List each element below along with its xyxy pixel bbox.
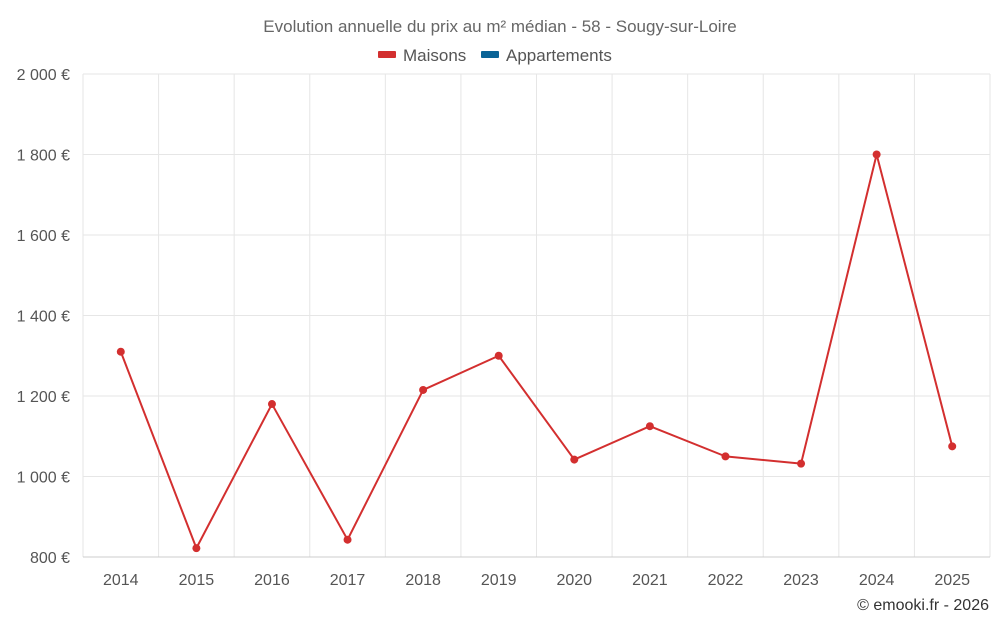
data-point[interactable] <box>797 459 806 468</box>
y-tick-label: 2 000 € <box>17 67 70 84</box>
x-tick-label: 2023 <box>783 572 819 589</box>
data-point[interactable] <box>872 150 881 159</box>
data-point[interactable] <box>948 442 957 451</box>
legend-item-appartements[interactable]: Appartements <box>481 46 612 65</box>
x-axis-ticks: 2014 2015 2016 2017 2018 2019 2020 2021 2022 2023… <box>103 572 970 589</box>
x-tick-label: 2019 <box>481 572 517 589</box>
data-point[interactable] <box>419 385 428 394</box>
legend-swatch-appartements <box>481 51 499 58</box>
x-tick-label: 2018 <box>405 572 441 589</box>
data-point[interactable] <box>494 351 503 360</box>
credit: © emooki.fr - 2026 <box>857 597 989 614</box>
data-point[interactable] <box>721 452 730 461</box>
y-tick-label: 1 000 € <box>17 470 70 487</box>
x-tick-label: 2017 <box>330 572 366 589</box>
data-point[interactable] <box>267 400 276 409</box>
y-tick-label: 1 400 € <box>17 309 70 326</box>
x-tick-label: 2014 <box>103 572 139 589</box>
x-tick-label: 2016 <box>254 572 290 589</box>
x-tick-label: 2015 <box>179 572 215 589</box>
y-tick-label: 1 800 € <box>17 148 70 165</box>
data-point[interactable] <box>645 422 654 431</box>
data-point[interactable] <box>192 544 201 553</box>
data-point[interactable] <box>570 455 579 464</box>
series-line-maisons <box>119 153 954 550</box>
x-tick-label: 2021 <box>632 572 668 589</box>
chart-title: Evolution annuelle du prix au m² médian … <box>263 17 736 36</box>
y-tick-label: 1 200 € <box>17 389 70 406</box>
legend-label-maisons: Maisons <box>403 46 466 65</box>
legend-item-maisons[interactable]: Maisons <box>378 46 466 65</box>
x-tick-label: 2024 <box>859 572 895 589</box>
legend: Maisons Appartements <box>378 46 612 65</box>
data-point[interactable] <box>343 535 352 544</box>
y-axis-ticks: 800 € 1 000 € 1 200 € 1 400 € 1 600 € 1 800 €… <box>17 67 70 567</box>
x-tick-label: 2025 <box>934 572 970 589</box>
grid <box>82 73 991 558</box>
x-tick-label: 2020 <box>556 572 592 589</box>
series <box>116 150 957 553</box>
legend-label-appartements: Appartements <box>506 46 612 65</box>
y-tick-label: 800 € <box>30 550 70 567</box>
data-point[interactable] <box>116 347 125 356</box>
x-tick-label: 2022 <box>708 572 744 589</box>
legend-swatch-maisons <box>378 51 396 58</box>
y-tick-label: 1 600 € <box>17 228 70 245</box>
